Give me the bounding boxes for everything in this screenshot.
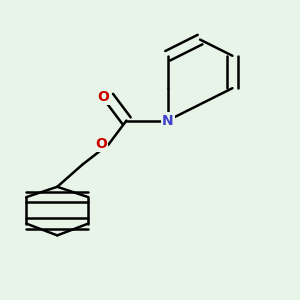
Text: O: O (97, 90, 109, 104)
Text: O: O (95, 137, 107, 151)
Text: N: N (162, 114, 173, 128)
